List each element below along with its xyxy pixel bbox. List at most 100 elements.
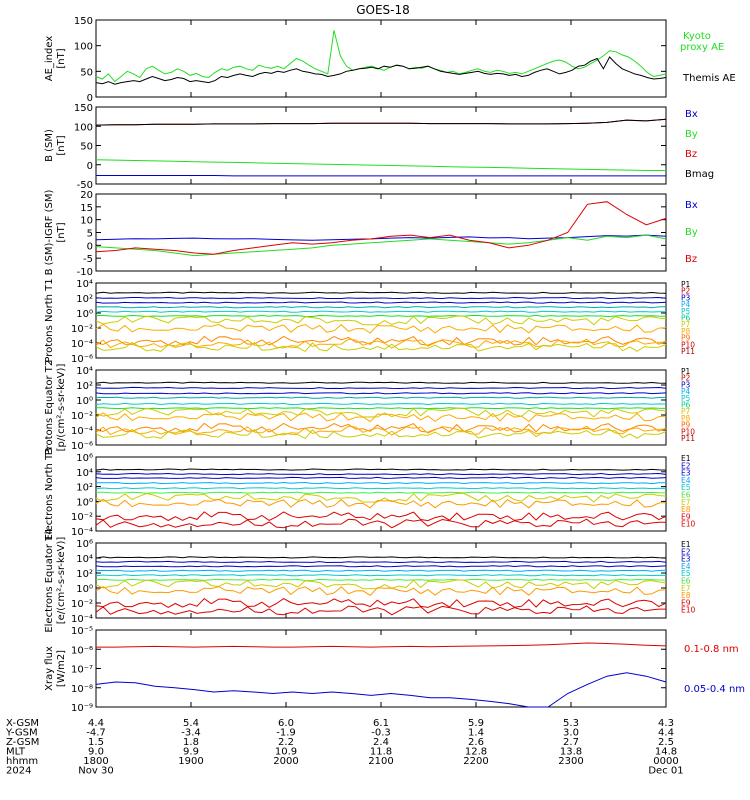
series-line-themis-ae — [95, 56, 667, 85]
legend-item: E3 — [681, 555, 691, 564]
x-tick-label: 13.8 — [560, 747, 582, 758]
legend-item: E4 — [681, 562, 691, 571]
legend-item: E5 — [681, 569, 691, 578]
y-tick-label: 10⁰ — [76, 497, 93, 508]
y-axis-unit: [p/(cm²-s-sr-keV)] — [56, 364, 67, 452]
level-line-p3 — [95, 392, 667, 395]
legend-item: P1 — [681, 280, 691, 289]
level-line-p4 — [95, 306, 667, 309]
series-line-0-05-0-4-nm — [95, 672, 667, 708]
series-line-by — [95, 159, 666, 171]
y-tick-label: 10⁰ — [76, 584, 93, 595]
x-row-label: hhmm — [6, 756, 38, 767]
y-axis-unit: [nT] — [56, 48, 67, 68]
legend-item: 0.05-0.4 nm — [684, 684, 745, 695]
y-tick-label: 10⁻² — [71, 599, 93, 610]
legend-item: Bmag — [685, 169, 714, 180]
x-tick-label: 2.7 — [563, 737, 579, 748]
legend-item: P3 — [681, 380, 691, 389]
y-axis-unit: [nT] — [56, 222, 67, 242]
level-line-e5 — [95, 574, 667, 577]
y-axis-label: B (SM)-IGRF (SM) — [44, 190, 55, 276]
legend-item: E6 — [681, 577, 691, 586]
level-line-p6 — [95, 407, 667, 410]
y-tick-label: 10⁴ — [76, 279, 93, 290]
legend-item: P7 — [681, 407, 691, 416]
series-line-bmag — [95, 118, 667, 126]
y-tick-label: 10² — [76, 294, 93, 305]
x-tick-label: 2.6 — [468, 737, 484, 748]
y-tick-label: 10⁻⁶ — [71, 645, 93, 656]
legend-item: E1 — [681, 454, 691, 463]
y-tick-label: -5 — [83, 254, 93, 265]
y-tick-label: 10⁴ — [76, 554, 93, 565]
legend-item: E4 — [681, 476, 691, 485]
legend-item: P6 — [681, 314, 691, 323]
level-line-p1 — [95, 381, 667, 384]
y-tick-label: 10⁻⁵ — [71, 626, 93, 637]
level-line-p2 — [95, 386, 667, 390]
y-tick-label: 10² — [76, 381, 93, 392]
legend-item: P8 — [681, 414, 691, 423]
legend-item: P9 — [681, 334, 691, 343]
panel-frame — [95, 629, 667, 708]
legend-item: Bx — [685, 109, 698, 120]
legend-item: Bz — [685, 254, 697, 265]
level-line-e8 — [95, 498, 667, 509]
level-line-e7 — [95, 579, 667, 590]
y-tick-label: 10⁻⁴ — [71, 527, 93, 538]
legend-item: P6 — [681, 401, 691, 410]
x-tick-label: 14.8 — [655, 747, 677, 758]
level-line-p3 — [95, 301, 667, 304]
x-tick-label: 4.4 — [658, 728, 674, 739]
legend-item: P5 — [681, 307, 691, 316]
y-axis-label: Electrons North T3 — [44, 447, 55, 540]
legend-item: P4 — [681, 300, 691, 309]
level-line-p11 — [95, 428, 667, 440]
y-tick-label: 150 — [74, 16, 93, 27]
x-tick-label: -0.3 — [371, 728, 391, 739]
legend-item: Themis AE — [682, 73, 736, 84]
y-tick-label: 10⁴ — [76, 366, 93, 377]
x-tick-label: 5.4 — [183, 718, 199, 729]
y-tick-label: 10⁰ — [76, 309, 93, 320]
y-tick-label: 10⁰ — [76, 396, 93, 407]
x-tick-label: Nov 30 — [78, 766, 113, 777]
x-tick-label: 1.4 — [468, 728, 484, 739]
level-line-e3 — [95, 476, 667, 480]
x-tick-label: 12.8 — [465, 747, 487, 758]
level-line-p7 — [95, 315, 667, 326]
level-line-e9 — [95, 511, 667, 522]
x-tick-label: 4.3 — [658, 718, 674, 729]
x-tick-label: 5.9 — [468, 718, 484, 729]
legend-item: E7 — [681, 498, 691, 507]
y-tick-label: 10⁻² — [71, 512, 93, 523]
legend-item: E9 — [681, 598, 691, 607]
y-tick-label: 10⁻⁸ — [71, 684, 93, 695]
legend-item: E8 — [681, 591, 691, 600]
legend-item: 0.1-0.8 nm — [684, 644, 739, 655]
x-row-label: 2024 — [6, 766, 31, 777]
legend-item: By — [685, 129, 698, 140]
level-line-p8 — [95, 323, 667, 334]
x-tick-label: 2.5 — [658, 737, 674, 748]
level-line-e9 — [95, 597, 667, 608]
panel-frame — [95, 282, 667, 359]
x-tick-label: 9.0 — [88, 747, 104, 758]
level-line-p2 — [95, 296, 667, 300]
legend-item: E2 — [681, 547, 691, 556]
legend-item: E2 — [681, 461, 691, 470]
x-tick-label: Dec 01 — [648, 766, 683, 777]
series-line-bz — [95, 201, 667, 255]
x-row-label: MLT — [6, 747, 26, 758]
series-line-bx — [95, 234, 667, 241]
y-tick-label: 10² — [76, 569, 93, 580]
legend-item: P9 — [681, 421, 691, 430]
legend-item: E7 — [681, 584, 691, 593]
y-tick-label: 0 — [87, 93, 93, 104]
x-tick-label: 1.5 — [88, 737, 104, 748]
x-tick-label: 3.0 — [563, 728, 579, 739]
chart-title: GOES-18 — [356, 3, 410, 17]
x-tick-label: 2000 — [273, 756, 298, 767]
y-tick-label: -10 — [77, 267, 93, 278]
